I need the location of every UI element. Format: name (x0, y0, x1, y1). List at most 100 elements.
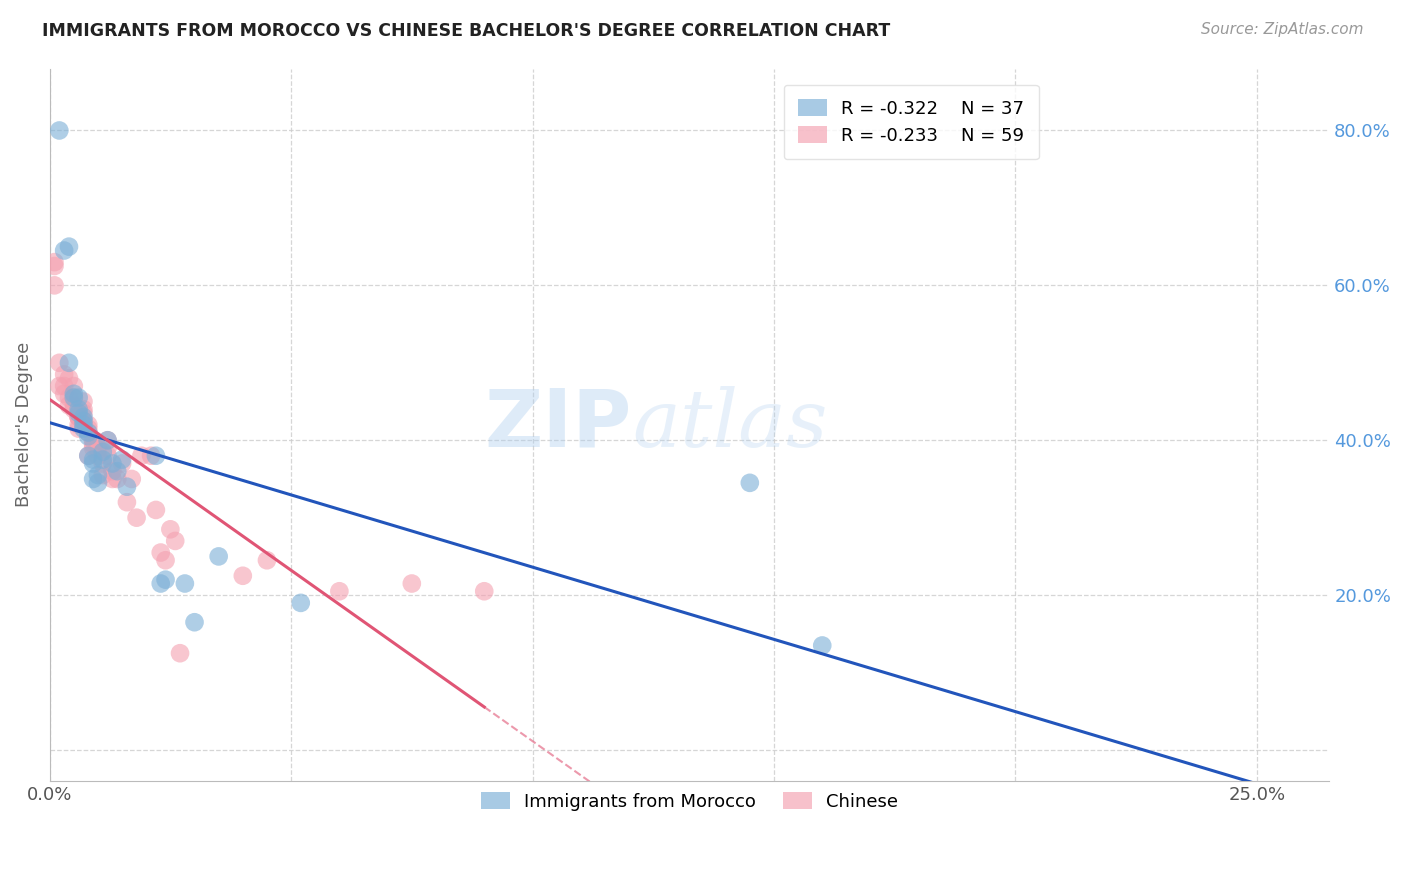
Point (173, 576, 195, 591)
Point (97, 434, 120, 448)
Point (77, 422, 100, 436)
Point (44, 255, 66, 269)
Point (77, 449, 100, 463)
Point (82, 452, 104, 467)
Point (145, 503, 167, 517)
Point (155, 553, 177, 567)
Point (87, 449, 110, 463)
Point (72, 410, 94, 425)
Point (169, 646, 191, 660)
Point (111, 457, 134, 471)
Point (183, 615, 205, 630)
Point (472, 584, 495, 599)
Point (232, 568, 254, 582)
Point (101, 457, 124, 471)
Point (72, 414, 94, 428)
Point (139, 449, 162, 463)
Point (87, 468, 110, 483)
Point (48, 123, 70, 137)
Point (401, 576, 423, 591)
Point (111, 452, 134, 467)
Point (105, 464, 128, 478)
Point (58, 240, 80, 254)
Text: atlas: atlas (631, 386, 827, 464)
Point (91, 457, 114, 471)
Legend: Immigrants from Morocco, Chinese: Immigrants from Morocco, Chinese (467, 778, 912, 825)
Point (77, 417, 100, 432)
Point (125, 510, 148, 524)
Point (72, 394, 94, 409)
Point (82, 457, 104, 471)
Point (91, 468, 114, 483)
Point (53, 379, 76, 393)
Point (53, 368, 76, 382)
Point (53, 244, 76, 258)
Point (97, 441, 120, 455)
Point (101, 472, 124, 486)
Point (165, 533, 187, 548)
Point (145, 449, 167, 463)
Point (208, 549, 231, 564)
Point (159, 522, 181, 536)
Point (82, 434, 104, 448)
Point (67, 410, 90, 425)
Point (77, 429, 100, 443)
Text: Source: ZipAtlas.com: Source: ZipAtlas.com (1201, 22, 1364, 37)
Text: ZIP: ZIP (485, 385, 631, 464)
Point (91, 445, 114, 459)
Point (67, 422, 90, 436)
Point (67, 410, 90, 425)
Point (62, 391, 84, 405)
Point (82, 472, 104, 486)
Point (72, 414, 94, 428)
Point (115, 495, 138, 509)
Point (62, 402, 84, 417)
Point (58, 398, 80, 412)
Y-axis label: Bachelor's Degree: Bachelor's Degree (15, 343, 32, 508)
Point (97, 434, 120, 448)
Point (67, 391, 90, 405)
Point (91, 452, 114, 467)
Point (105, 472, 128, 486)
Point (48, 356, 70, 370)
Point (67, 406, 90, 420)
Point (115, 480, 138, 494)
Point (82, 437, 104, 451)
Point (62, 398, 84, 412)
Point (72, 406, 94, 420)
Point (67, 417, 90, 432)
Point (58, 371, 80, 385)
Point (72, 417, 94, 432)
Point (62, 391, 84, 405)
Point (811, 639, 834, 653)
Point (290, 596, 312, 610)
Point (53, 386, 76, 401)
Point (67, 410, 90, 425)
Point (58, 391, 80, 405)
Point (131, 449, 153, 463)
Point (97, 449, 120, 463)
Point (149, 545, 172, 559)
Point (149, 576, 172, 591)
Point (77, 425, 100, 440)
Point (48, 379, 70, 393)
Point (87, 475, 110, 490)
Point (44, 278, 66, 293)
Point (72, 402, 94, 417)
Point (62, 379, 84, 393)
Point (82, 441, 104, 455)
Point (101, 464, 124, 478)
Point (72, 422, 94, 436)
Text: IMMIGRANTS FROM MOROCCO VS CHINESE BACHELOR'S DEGREE CORRELATION CHART: IMMIGRANTS FROM MOROCCO VS CHINESE BACHE… (42, 22, 890, 40)
Point (58, 356, 80, 370)
Point (87, 441, 110, 455)
Point (62, 386, 84, 401)
Point (328, 584, 350, 599)
Point (121, 472, 143, 486)
Point (155, 573, 177, 587)
Point (67, 402, 90, 417)
Point (77, 425, 100, 440)
Point (44, 259, 66, 273)
Point (72, 417, 94, 432)
Point (738, 475, 761, 490)
